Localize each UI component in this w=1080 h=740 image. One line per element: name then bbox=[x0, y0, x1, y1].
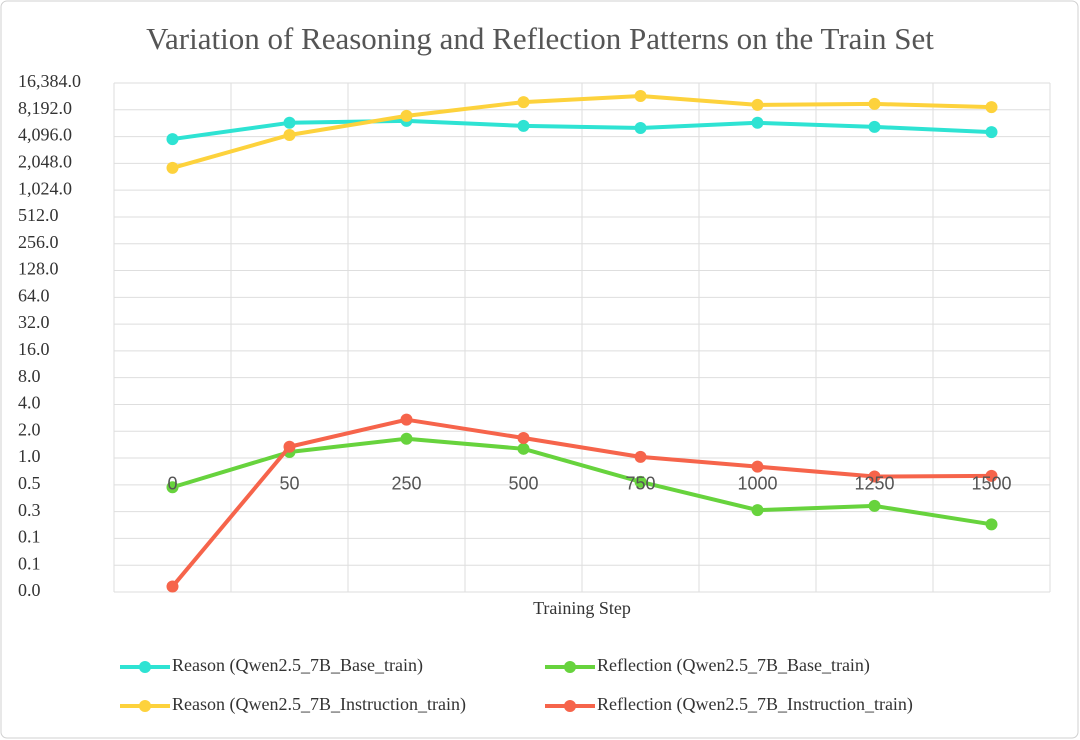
y-tick-label: 32.0 bbox=[18, 312, 50, 332]
legend-label: Reflection (Qwen2.5_7B_Instruction_train… bbox=[597, 694, 913, 715]
y-tick-label: 4.0 bbox=[18, 393, 41, 413]
data-point bbox=[166, 580, 179, 593]
x-tick-label: 1250 bbox=[854, 474, 894, 494]
data-point bbox=[634, 121, 647, 134]
data-point bbox=[517, 442, 530, 455]
data-point bbox=[868, 470, 881, 483]
series-line bbox=[171, 94, 992, 170]
data-point bbox=[751, 116, 764, 129]
data-point bbox=[283, 128, 296, 141]
x-tick-label: 250 bbox=[391, 474, 421, 494]
y-tick-label: 1,024.0 bbox=[18, 178, 72, 198]
data-point bbox=[517, 432, 530, 445]
legend-marker bbox=[139, 700, 151, 712]
y-tick-label: 0.0 bbox=[18, 580, 41, 600]
legend-label: Reflection (Qwen2.5_7B_Base_train) bbox=[597, 655, 870, 676]
y-tick-label: 8.0 bbox=[18, 366, 41, 386]
y-tick-label: 1.0 bbox=[18, 446, 41, 466]
y-tick-label: 16.0 bbox=[18, 339, 50, 359]
x-tick-label: 1500 bbox=[971, 474, 1011, 494]
legend-marker bbox=[564, 661, 576, 673]
data-point bbox=[517, 119, 530, 132]
data-point bbox=[634, 475, 647, 488]
data-point bbox=[634, 450, 647, 463]
data-point bbox=[751, 504, 764, 517]
x-tick-label: 0 bbox=[167, 474, 177, 494]
y-tick-label: 128.0 bbox=[18, 259, 59, 279]
legend-marker bbox=[139, 661, 151, 673]
data-point bbox=[868, 499, 881, 512]
legend-label: Reason (Qwen2.5_7B_Instruction_train) bbox=[172, 694, 466, 715]
legend-label: Reason (Qwen2.5_7B_Base_train) bbox=[172, 655, 423, 676]
data-point bbox=[517, 96, 530, 109]
x-tick-label: 50 bbox=[279, 474, 299, 494]
y-tick-label: 16,384.0 bbox=[18, 71, 81, 91]
x-tick-label: 1000 bbox=[737, 474, 777, 494]
data-point bbox=[985, 518, 998, 531]
data-point bbox=[400, 432, 413, 445]
y-tick-label: 8,192.0 bbox=[18, 98, 72, 118]
x-axis-label: Training Step bbox=[533, 598, 631, 618]
data-point bbox=[985, 101, 998, 114]
data-point bbox=[985, 469, 998, 482]
y-tick-label: 2.0 bbox=[18, 419, 41, 439]
series-line bbox=[171, 436, 992, 527]
data-point bbox=[400, 109, 413, 122]
y-tick-label: 0.1 bbox=[18, 527, 41, 547]
data-point bbox=[868, 97, 881, 110]
data-point bbox=[751, 460, 764, 473]
y-tick-label: 256.0 bbox=[18, 232, 59, 252]
data-point bbox=[985, 126, 998, 139]
data-point bbox=[166, 161, 179, 174]
y-tick-label: 0.3 bbox=[18, 500, 41, 520]
series-line bbox=[170, 417, 992, 588]
x-tick-label: 500 bbox=[508, 474, 538, 494]
x-tick-label: 750 bbox=[625, 474, 655, 494]
y-tick-label: 4,096.0 bbox=[18, 125, 72, 145]
y-tick-label: 512.0 bbox=[18, 205, 59, 225]
y-tick-label: 0.1 bbox=[18, 553, 41, 573]
data-point bbox=[868, 120, 881, 133]
y-tick-label: 0.5 bbox=[18, 473, 41, 493]
y-tick-label: 64.0 bbox=[18, 285, 50, 305]
y-tick-label: 2,048.0 bbox=[18, 151, 72, 171]
data-point bbox=[283, 440, 296, 453]
data-point bbox=[751, 98, 764, 111]
series-line bbox=[172, 118, 992, 142]
legend-marker bbox=[564, 700, 576, 712]
chart-title: Variation of Reasoning and Reflection Pa… bbox=[146, 21, 934, 56]
data-point bbox=[283, 116, 296, 129]
data-point bbox=[166, 481, 179, 494]
data-point bbox=[400, 413, 413, 426]
data-point bbox=[634, 90, 647, 103]
data-point bbox=[166, 133, 179, 146]
